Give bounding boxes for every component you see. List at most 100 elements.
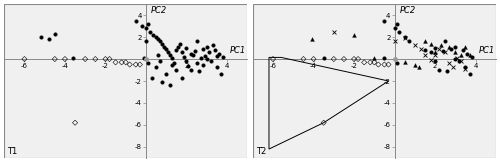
Point <box>168 63 176 66</box>
Point <box>196 57 204 59</box>
Point <box>441 40 449 43</box>
Point <box>452 46 460 48</box>
Point <box>190 50 198 53</box>
Point <box>330 30 338 33</box>
Point <box>156 60 164 63</box>
Point <box>217 73 225 76</box>
Point <box>269 58 277 60</box>
Point <box>460 49 468 52</box>
Point <box>350 34 358 36</box>
Point <box>149 34 157 36</box>
Point <box>186 69 194 71</box>
Point <box>51 58 59 60</box>
Point <box>186 52 194 55</box>
Point <box>209 43 217 46</box>
Text: T1: T1 <box>7 147 18 156</box>
Point <box>392 62 400 65</box>
Point <box>384 63 392 66</box>
Point <box>213 65 221 68</box>
Point <box>194 70 202 72</box>
Point <box>188 53 196 56</box>
Point <box>421 53 429 56</box>
Point <box>164 51 172 54</box>
Point <box>106 58 114 60</box>
Point <box>152 36 160 38</box>
Text: T2: T2 <box>256 147 266 156</box>
Point <box>454 57 462 59</box>
Point <box>464 52 471 55</box>
Text: PC2: PC2 <box>400 6 416 15</box>
Point <box>126 63 134 66</box>
Point <box>374 63 382 66</box>
Point <box>431 47 439 49</box>
Point <box>443 70 451 72</box>
Point <box>182 60 190 63</box>
Point <box>156 40 164 43</box>
Point <box>450 65 458 68</box>
Point <box>170 62 178 65</box>
Point <box>132 19 140 22</box>
Point <box>118 61 126 64</box>
Point <box>462 46 469 48</box>
Point <box>215 52 223 55</box>
Point <box>154 38 162 41</box>
Point <box>36 36 44 38</box>
Point <box>427 59 435 61</box>
Text: PC1: PC1 <box>230 46 246 55</box>
Point <box>160 46 168 48</box>
Point <box>300 58 308 60</box>
Point <box>427 51 435 54</box>
Point <box>202 46 210 48</box>
Point <box>180 56 188 58</box>
Point <box>320 121 328 124</box>
Point <box>390 27 398 30</box>
Point <box>122 61 130 64</box>
Point <box>417 48 425 51</box>
Point <box>192 62 200 65</box>
Point <box>456 60 464 63</box>
Point <box>182 47 190 49</box>
Point <box>310 58 318 60</box>
Point <box>172 49 180 52</box>
Point <box>142 27 150 30</box>
Point <box>394 30 402 33</box>
Point <box>184 64 192 67</box>
Point <box>148 76 156 79</box>
Point <box>441 51 449 54</box>
Point <box>174 46 182 48</box>
Point <box>468 56 475 58</box>
Point <box>132 63 140 66</box>
Point <box>421 49 429 52</box>
Point <box>213 54 221 57</box>
Point <box>404 40 412 43</box>
Point <box>162 48 170 51</box>
Point <box>445 46 453 48</box>
Point <box>370 61 378 64</box>
Point <box>200 54 208 57</box>
Point <box>140 57 148 59</box>
Point <box>172 69 180 71</box>
Point <box>162 73 170 76</box>
Point <box>380 63 388 66</box>
Point <box>400 36 408 38</box>
Point <box>380 19 388 22</box>
Point <box>144 23 152 25</box>
Point <box>207 60 215 63</box>
Point <box>462 65 469 68</box>
Point <box>411 43 419 46</box>
Point <box>154 53 162 56</box>
Point <box>44 38 52 41</box>
Point <box>427 42 435 45</box>
Point <box>435 69 443 71</box>
Point <box>168 57 176 59</box>
Point <box>192 40 200 43</box>
Point <box>20 58 28 60</box>
Point <box>452 51 460 54</box>
Point <box>380 57 388 59</box>
Point <box>437 43 445 46</box>
Point <box>142 40 150 43</box>
Point <box>340 58 348 60</box>
Point <box>166 53 174 56</box>
Point <box>92 58 100 60</box>
Point <box>435 48 443 51</box>
